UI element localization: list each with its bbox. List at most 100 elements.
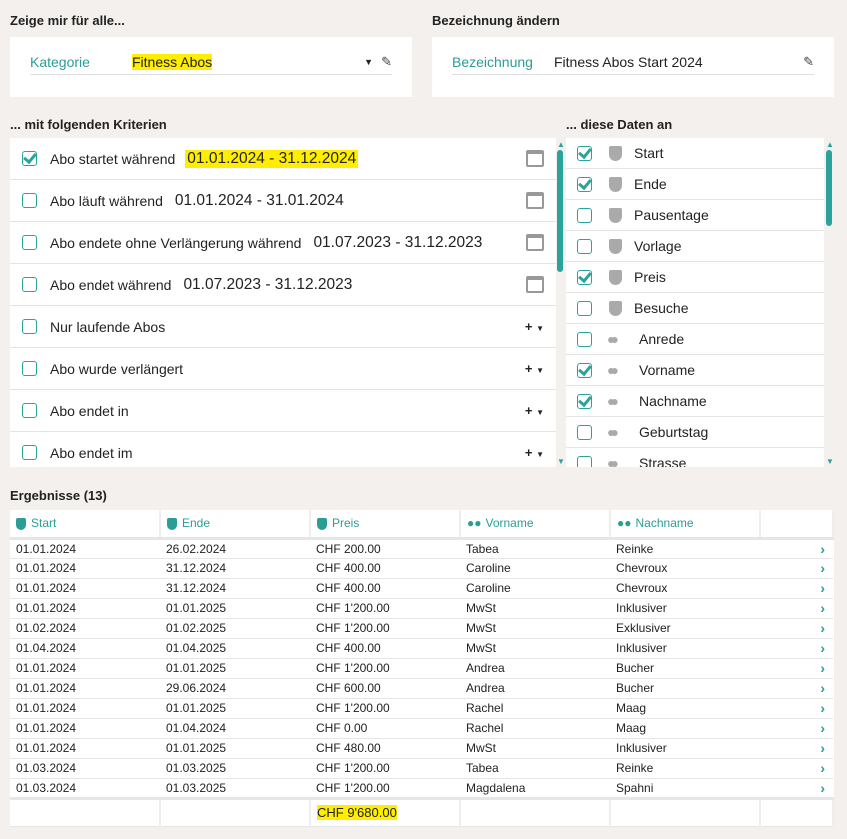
criterion-row[interactable]: Abo endet während 01.07.2023 - 31.12.2023	[10, 264, 556, 306]
field-checkbox[interactable]	[577, 424, 592, 440]
table-row[interactable]: 01.01.2024 01.01.2025 CHF 1'200.00 Andrea Bu…	[10, 658, 833, 679]
criterion-checkbox[interactable]	[22, 445, 37, 460]
chevron-right-icon[interactable]: ›	[760, 778, 833, 799]
table-row[interactable]: 01.02.2024 01.02.2025 CHF 1'200.00 MwSt Exkl…	[10, 618, 833, 639]
table-row[interactable]: 01.04.2024 01.04.2025 CHF 400.00 MwSt Inklus…	[10, 638, 833, 659]
criterion-row[interactable]: Abo endet im + ▼	[10, 432, 556, 467]
add-dropdown-icon[interactable]: + ▼	[524, 445, 544, 460]
column-header[interactable]: Start	[10, 510, 161, 540]
chevron-right-icon[interactable]: ›	[760, 538, 833, 559]
field-row[interactable]: ●● Vorname	[566, 355, 824, 386]
add-dropdown-icon[interactable]: + ▼	[524, 361, 544, 376]
field-row[interactable]: Pausentage	[566, 200, 824, 231]
scroll-down-icon[interactable]: ▼	[826, 457, 834, 466]
category-select[interactable]: Kategorie Fitness Abos ▼ ✎	[30, 49, 392, 75]
calendar-icon[interactable]	[526, 276, 544, 293]
criterion-checkbox[interactable]	[22, 403, 37, 418]
pencil-icon[interactable]: ✎	[381, 53, 392, 69]
add-dropdown-icon[interactable]: + ▼	[524, 403, 544, 418]
table-cell: CHF 1'200.00	[310, 778, 460, 799]
field-checkbox[interactable]	[577, 362, 592, 378]
field-checkbox[interactable]	[577, 145, 592, 161]
chevron-right-icon[interactable]: ›	[760, 558, 833, 579]
column-header[interactable]: ●● Nachname	[610, 510, 761, 540]
criterion-row[interactable]: Nur laufende Abos + ▼	[10, 306, 556, 348]
criterion-row[interactable]: Abo wurde verlängert + ▼	[10, 348, 556, 390]
chevron-right-icon[interactable]: ›	[760, 578, 833, 599]
criterion-label: Abo läuft während	[50, 192, 163, 209]
field-row[interactable]: Ende	[566, 169, 824, 200]
criterion-checkbox[interactable]	[22, 319, 37, 334]
chevron-right-icon[interactable]: ›	[760, 698, 833, 719]
field-row[interactable]: Vorlage	[566, 231, 824, 262]
table-row[interactable]: 01.01.2024 29.06.2024 CHF 600.00 Andrea Buch…	[10, 678, 833, 699]
table-row[interactable]: 01.01.2024 31.12.2024 CHF 400.00 Caroline Ch…	[10, 578, 833, 599]
fields-scrollbar[interactable]	[826, 150, 832, 226]
field-checkbox[interactable]	[577, 207, 592, 223]
scroll-down-icon[interactable]: ▼	[557, 457, 565, 466]
field-label: Besuche	[634, 300, 689, 316]
chevron-right-icon[interactable]: ›	[760, 738, 833, 759]
field-checkbox[interactable]	[577, 455, 592, 467]
chevron-right-icon[interactable]: ›	[760, 758, 833, 779]
chevron-right-icon[interactable]: ›	[760, 638, 833, 659]
criterion-checkbox[interactable]	[22, 277, 37, 292]
table-row[interactable]: 01.01.2024 26.02.2024 CHF 200.00 Tabea Reink…	[10, 538, 833, 559]
criterion-row[interactable]: Abo endet in + ▼	[10, 390, 556, 432]
show-for-heading: Zeige mir für alle...	[10, 13, 125, 28]
criterion-checkbox[interactable]	[22, 151, 37, 166]
chevron-right-icon[interactable]: ›	[760, 718, 833, 739]
criterion-row[interactable]: Abo startet während 01.01.2024 - 31.12.20…	[10, 138, 556, 180]
table-row[interactable]: 01.01.2024 01.04.2024 CHF 0.00 Rachel Maag ›	[10, 718, 833, 739]
table-cell: CHF 480.00	[310, 738, 460, 759]
table-row[interactable]: 01.01.2024 31.12.2024 CHF 400.00 Caroline Ch…	[10, 558, 833, 579]
column-header[interactable]: Preis	[310, 510, 461, 540]
calendar-icon[interactable]	[526, 234, 544, 251]
name-field[interactable]: Bezeichnung Fitness Abos Start 2024 ✎	[452, 49, 814, 75]
criterion-checkbox[interactable]	[22, 235, 37, 250]
field-row[interactable]: Besuche	[566, 293, 824, 324]
table-row[interactable]: 01.03.2024 01.03.2025 CHF 1'200.00 Tabea Rei…	[10, 758, 833, 779]
field-checkbox[interactable]	[577, 331, 592, 347]
field-row[interactable]: ●● Nachname	[566, 386, 824, 417]
criterion-date-range[interactable]: 01.01.2024 - 31.01.2024	[174, 191, 344, 209]
criterion-row[interactable]: Abo endete ohne Verlängerung während 01.0…	[10, 222, 556, 264]
criterion-date-range[interactable]: 01.07.2023 - 31.12.2023	[313, 233, 483, 251]
table-cell: 01.01.2024	[10, 558, 160, 579]
table-row[interactable]: 01.01.2024 01.01.2025 CHF 1'200.00 Rachel Ma…	[10, 698, 833, 719]
field-checkbox[interactable]	[577, 300, 592, 316]
dropdown-caret-icon[interactable]: ▼	[364, 56, 374, 67]
calendar-icon[interactable]	[526, 192, 544, 209]
column-header[interactable]: Ende	[160, 510, 311, 540]
criterion-checkbox[interactable]	[22, 361, 37, 376]
chevron-right-icon[interactable]: ›	[760, 658, 833, 679]
scroll-up-icon[interactable]: ▲	[557, 140, 565, 149]
table-row[interactable]: 01.01.2024 01.01.2025 CHF 480.00 MwSt Inklus…	[10, 738, 833, 759]
field-row[interactable]: Preis	[566, 262, 824, 293]
field-checkbox[interactable]	[577, 176, 592, 192]
rename-panel: Bezeichnung Fitness Abos Start 2024 ✎	[432, 37, 834, 97]
table-row[interactable]: 01.01.2024 01.01.2025 CHF 1'200.00 MwSt Inkl…	[10, 598, 833, 619]
chevron-right-icon[interactable]: ›	[760, 678, 833, 699]
criterion-date-range[interactable]: 01.07.2023 - 31.12.2023	[183, 275, 353, 293]
table-row[interactable]: 01.03.2024 01.03.2025 CHF 1'200.00 Magdalen…	[10, 778, 833, 799]
pencil-icon[interactable]: ✎	[803, 53, 814, 69]
calendar-icon[interactable]	[526, 150, 544, 167]
criterion-date-range[interactable]: 01.01.2024 - 31.12.2024	[185, 149, 359, 168]
criterion-checkbox[interactable]	[22, 193, 37, 208]
add-dropdown-icon[interactable]: + ▼	[524, 319, 544, 334]
column-header[interactable]: ●● Vorname	[460, 510, 611, 540]
field-row[interactable]: ●● Strasse	[566, 448, 824, 467]
field-checkbox[interactable]	[577, 269, 592, 285]
field-checkbox[interactable]	[577, 393, 592, 409]
field-row[interactable]: ●● Geburtstag	[566, 417, 824, 448]
scroll-up-icon[interactable]: ▲	[826, 140, 834, 149]
criteria-scrollbar[interactable]	[557, 150, 563, 272]
chevron-right-icon[interactable]: ›	[760, 618, 833, 639]
field-row[interactable]: ●● Anrede	[566, 324, 824, 355]
chevron-right-icon[interactable]: ›	[760, 598, 833, 619]
name-value[interactable]: Fitness Abos Start 2024	[554, 53, 703, 70]
criterion-row[interactable]: Abo läuft während 01.01.2024 - 31.01.2024	[10, 180, 556, 222]
field-checkbox[interactable]	[577, 238, 592, 254]
field-row[interactable]: Start	[566, 138, 824, 169]
